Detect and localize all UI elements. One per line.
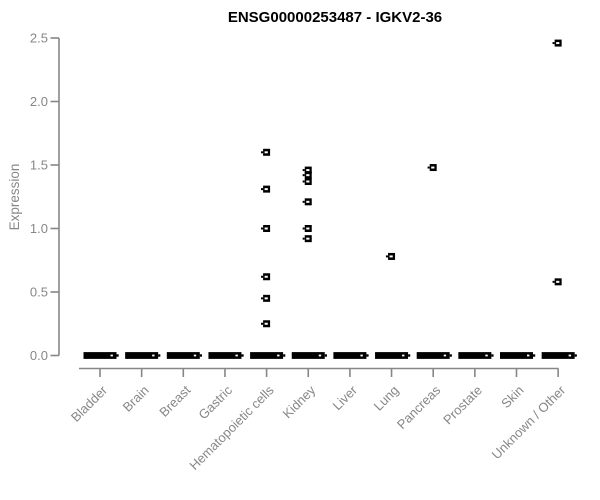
x-category-label: Bladder [68,382,111,425]
data-point-nub [261,275,264,278]
data-point-center [306,174,310,177]
data-point-center [556,42,560,45]
data-point-nub [261,151,264,154]
zero-cluster-nub [199,354,202,357]
data-point-nub [427,166,430,169]
zero-cluster-bar [166,352,200,359]
data-point-nub [302,200,305,203]
zero-cluster-nub [116,354,119,357]
zero-cluster-slit [152,354,155,357]
x-category-label: Skin [498,383,526,411]
data-point-nub [261,227,264,230]
zero-cluster-slit [360,354,363,357]
data-point-center [264,297,268,300]
zero-cluster-slit [193,354,197,357]
data-point-nub [302,174,305,177]
zero-cluster-bar [375,352,409,359]
x-category-label: Prostate [440,383,485,428]
zero-cluster-slit [443,354,447,357]
data-point-center [264,275,268,278]
data-marks-group [83,39,577,359]
chart-title: ENSG00000253487 - IGKV2-36 [228,9,442,26]
data-point-center [306,227,310,230]
data-point-center [264,188,268,191]
data-point-center [264,322,268,325]
x-category-label: Brain [120,383,152,415]
y-tick-label: 0.5 [30,285,48,300]
zero-cluster-nub [324,354,327,357]
zero-cluster-nub [366,354,369,357]
x-category-label: Liver [329,382,360,413]
zero-cluster-slit [318,354,322,357]
zero-cluster-slit [527,354,530,357]
data-point-nub [552,280,555,283]
zero-cluster-nub [158,354,161,357]
zero-cluster-slit [485,354,488,357]
zero-cluster-bar [83,352,117,359]
zero-cluster-bar [541,352,575,359]
data-point-nub [261,322,264,325]
data-point-center [389,255,393,258]
zero-cluster-nub [283,354,286,357]
zero-cluster-nub [491,354,494,357]
zero-cluster-slit [568,354,572,357]
data-point-center [306,169,310,172]
zero-cluster-slit [402,354,405,357]
zero-cluster-slit [110,354,113,357]
data-point-center [306,180,310,183]
zero-cluster-nub [574,354,577,357]
y-tick-label: 1.0 [30,221,48,236]
x-category-label: Gastric [195,382,235,422]
data-point-nub [261,188,264,191]
zero-cluster-bar [208,352,242,359]
x-category-label: Unknown / Other [489,382,569,462]
zero-cluster-nub [408,354,411,357]
zero-cluster-nub [533,354,536,357]
data-point-nub [302,227,305,230]
zero-cluster-slit [235,354,238,357]
axes-group: 0.0 0.5 1.0 1.5 2.0 2.5 Bladder Brain Breast Gast… [30,31,569,473]
zero-cluster-nub [241,354,244,357]
data-point-nub [385,255,389,258]
data-point-center [556,280,560,283]
zero-cluster-bar [416,352,450,359]
data-point-center [306,237,310,240]
x-category-label: Lung [371,383,402,414]
zero-cluster-bar [291,352,325,359]
zero-cluster-nub [449,354,452,357]
data-point-center [306,200,310,203]
data-point-center [264,151,268,154]
y-tick-label: 2.5 [30,31,48,46]
zero-cluster-bar [333,352,367,359]
data-point-nub [261,297,264,300]
x-category-label: Breast [156,382,193,419]
y-tick-label: 2.0 [30,94,48,109]
y-tick-label: 0.0 [30,348,48,363]
data-point-center [431,166,435,169]
zero-cluster-slit [277,354,280,357]
y-axis-label: Expression [7,164,22,231]
data-point-nub [302,169,305,172]
data-point-center [264,227,268,230]
x-category-label: Pancreas [394,382,444,432]
x-category-label: Kidney [280,382,319,421]
data-point-nub [302,180,305,183]
data-point-nub [552,42,555,45]
data-point-nub [302,237,305,240]
zero-cluster-bar [125,352,159,359]
zero-cluster-bar [250,352,284,359]
y-tick-label: 1.5 [30,158,48,173]
zero-cluster-bar [458,352,492,359]
zero-cluster-bar [500,352,533,359]
